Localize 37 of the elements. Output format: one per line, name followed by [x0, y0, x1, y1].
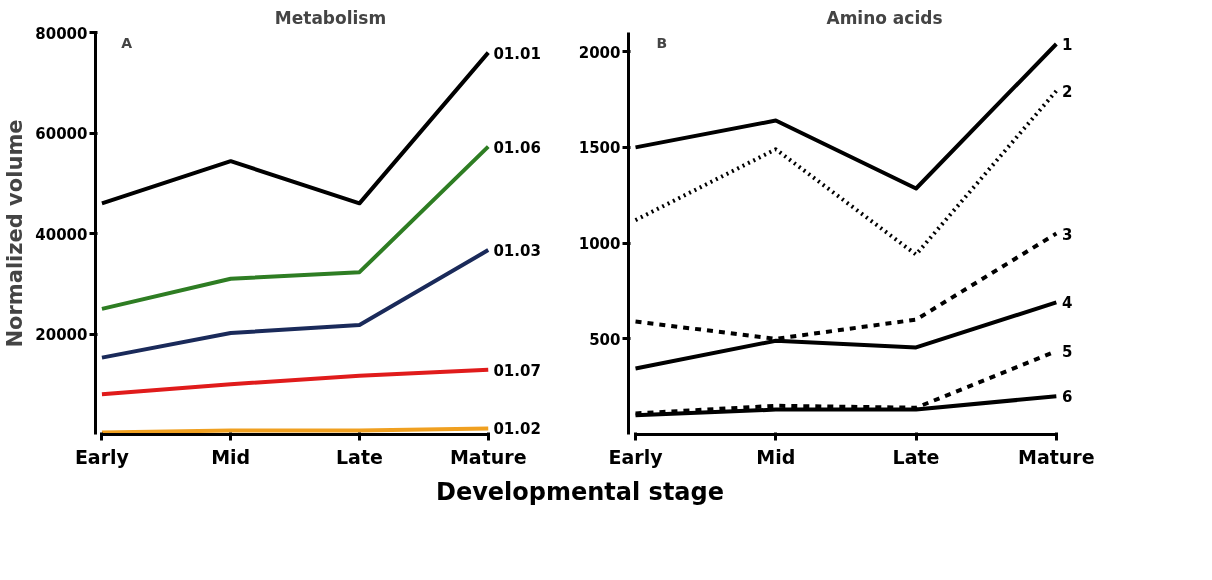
chart-title: Metabolism	[274, 7, 387, 28]
series-label: 01.06	[493, 138, 541, 157]
y-tick-label: 500	[589, 330, 621, 349]
series-label: 01.03	[493, 242, 541, 261]
y-axis-title: Normalized volume	[3, 119, 28, 348]
x-tick-label: Mature	[1018, 445, 1095, 468]
line-series	[633, 88, 1059, 257]
x-tick-label: Late	[892, 445, 940, 468]
x-tick-label: Late	[336, 445, 383, 468]
x-tick-label: Mid	[756, 445, 796, 468]
series-label: 01.02	[493, 420, 541, 439]
series-label: 01.07	[493, 361, 541, 380]
y-tick-label: 1500	[578, 139, 621, 158]
series-label: 4	[1061, 294, 1073, 313]
y-tick-label: 60000	[35, 125, 88, 143]
series-label: 5	[1061, 343, 1073, 362]
series-label: 6	[1061, 388, 1073, 407]
x-axis-title: Developmental stage	[435, 477, 725, 508]
series-label: 3	[1061, 225, 1073, 244]
annotation: B	[656, 34, 668, 51]
x-tick-label: Early	[74, 445, 130, 468]
x-tick-label: Early	[608, 445, 664, 468]
series-label: 01.01	[493, 44, 541, 63]
series-label: 2	[1061, 82, 1073, 101]
line-series	[99, 367, 491, 397]
x-tick-label: Mid	[211, 445, 251, 468]
y-tick-label: 40000	[35, 225, 88, 244]
line-series	[99, 144, 491, 311]
series-label: 1	[1061, 35, 1073, 54]
chart-title: Amino acids	[826, 7, 943, 28]
y-tick-label: 1000	[578, 235, 621, 254]
line-series	[99, 248, 491, 360]
x-tick-label: Mature	[449, 445, 527, 468]
y-tick-label: 2000	[578, 43, 621, 62]
y-tick-label: 20000	[35, 326, 88, 344]
annotation: A	[121, 34, 133, 51]
y-tick-label: 80000	[35, 24, 88, 43]
